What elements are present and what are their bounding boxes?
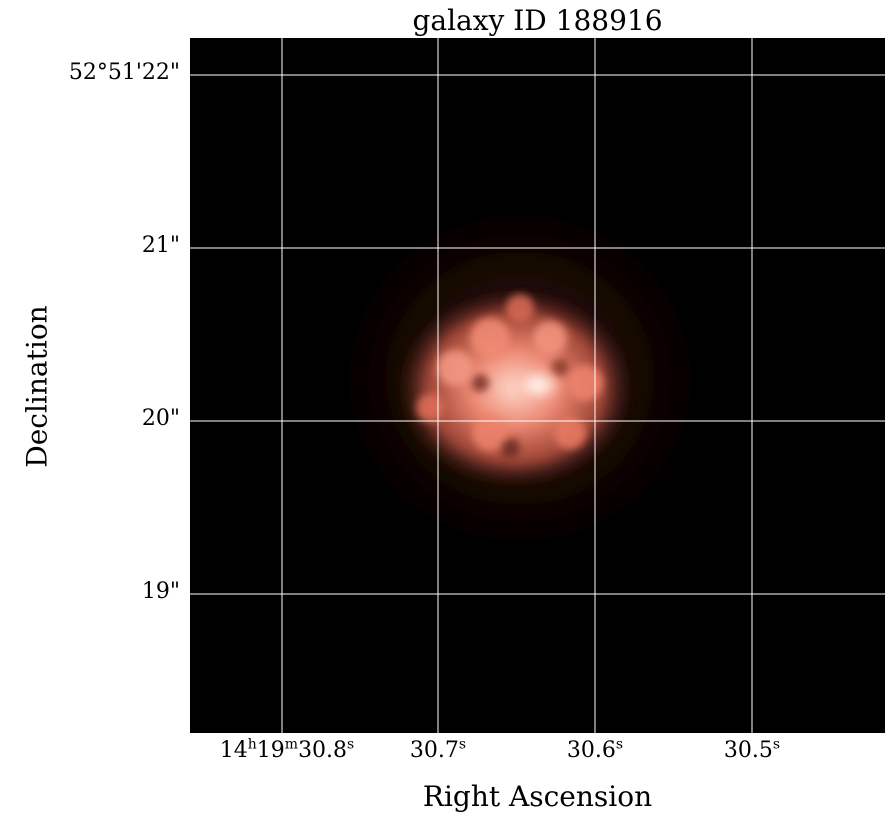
x-tick-label: 30.6s [566, 736, 624, 763]
y-axis-label: Declination [20, 305, 54, 468]
y-tick-label: 21" [141, 233, 180, 258]
galaxy-image-frame [190, 38, 885, 733]
image-title: galaxy ID 188916 [412, 4, 663, 37]
y-tick-label: 20" [141, 406, 180, 431]
y-tick-label: 19" [141, 579, 180, 604]
galaxy-image [190, 38, 885, 733]
x-axis-label: Right Ascension [422, 780, 653, 813]
x-tick-label: 30.5s [723, 736, 781, 763]
y-tick-label: 52°51'22" [68, 60, 180, 85]
x-tick-label: 30.7s [409, 736, 467, 763]
x-tick-label: 14h19m30.8s [219, 736, 355, 763]
